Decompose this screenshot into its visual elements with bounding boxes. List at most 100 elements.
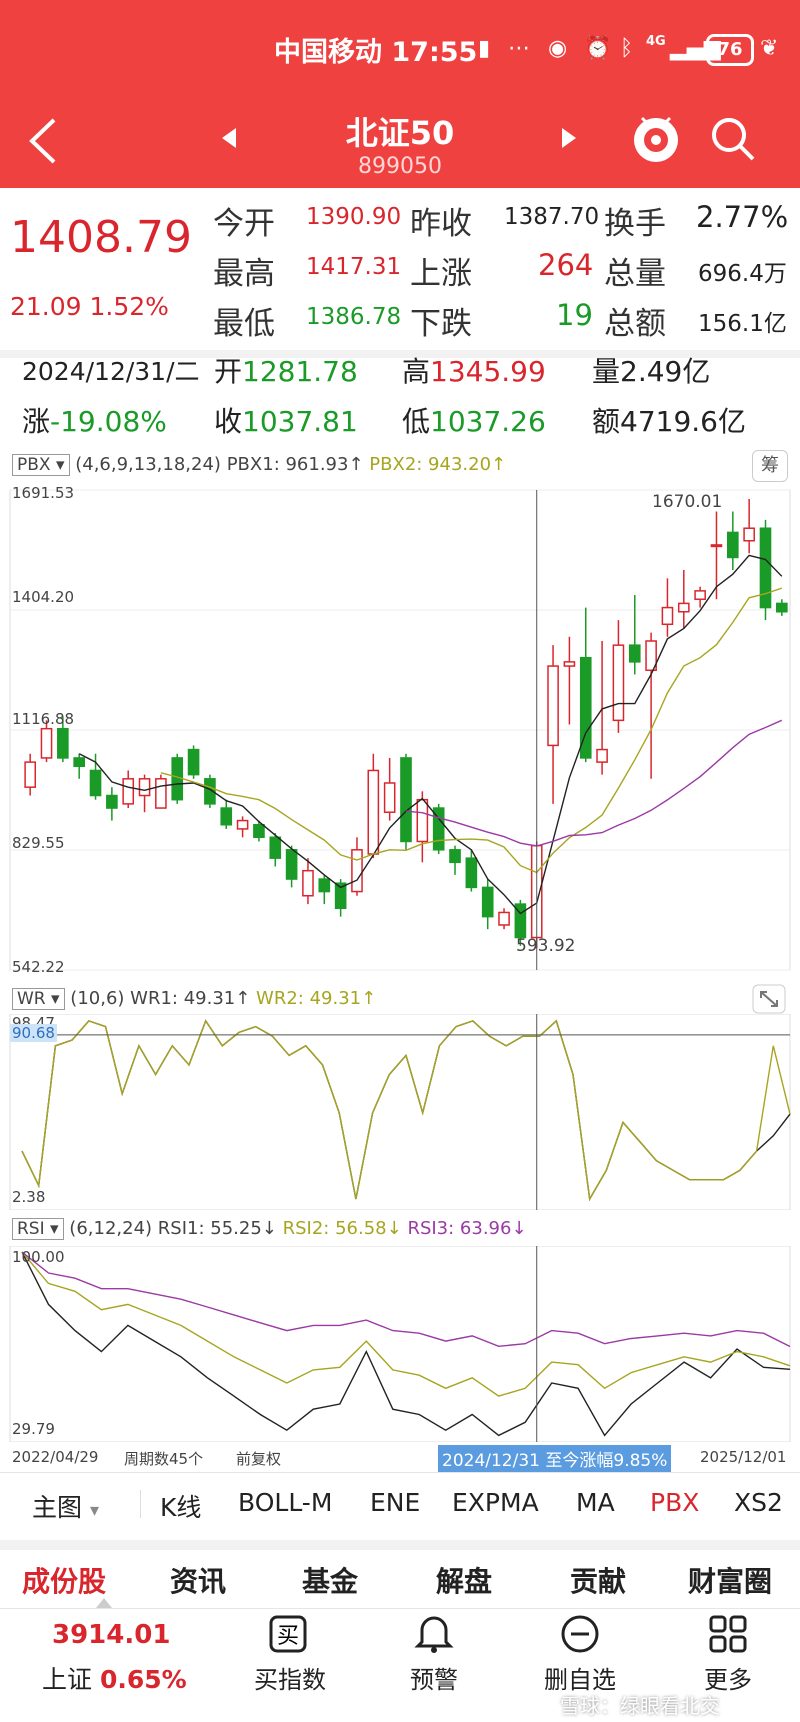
rsi-legend: RSI ▾ (6,12,24) RSI1: 55.25↓ RSI2: 56.58… xyxy=(12,1218,527,1240)
candle-up xyxy=(645,640,657,671)
wr2-legend: WR2: 49.31↑ xyxy=(256,988,377,1009)
expand-icon[interactable] xyxy=(752,984,786,1014)
range-change-note: 2024/12/31 至今涨幅9.85% xyxy=(438,1445,672,1472)
remove-watchlist-button[interactable]: 删自选 xyxy=(544,1666,616,1694)
stock-code: 899050 xyxy=(358,154,442,179)
tab-boll-m[interactable]: BOLL-M xyxy=(238,1488,333,1517)
candle-up xyxy=(24,761,36,788)
more-button[interactable]: 更多 xyxy=(704,1666,752,1694)
period-close-label: 收 xyxy=(214,405,243,438)
tab-news[interactable]: 资讯 xyxy=(170,1565,227,1598)
tab-analysis[interactable]: 解盘 xyxy=(436,1565,493,1598)
candle-down xyxy=(514,903,527,939)
tab-funds[interactable]: 基金 xyxy=(302,1565,359,1598)
y-label-1: 1691.53 xyxy=(12,484,75,502)
candle-up xyxy=(367,769,380,855)
chevron-down-icon: ▾ xyxy=(89,1500,100,1521)
low-value: 1386.78 xyxy=(306,304,402,330)
candle-up xyxy=(416,798,429,843)
wr-y-bottom: 2.38 xyxy=(12,1188,46,1206)
tab-xs2[interactable]: XS2 xyxy=(734,1488,783,1517)
candle-up xyxy=(138,778,151,797)
period-close: 收1037.81 xyxy=(214,400,358,440)
book-icon: ▮ xyxy=(478,36,491,61)
tab-pbx[interactable]: PBX xyxy=(650,1488,700,1517)
eye-icon: ◉ xyxy=(548,36,568,61)
tab-indicator-icon xyxy=(96,1598,112,1608)
candlestick-chart[interactable] xyxy=(0,480,800,980)
divider xyxy=(0,1608,800,1609)
candle-up xyxy=(612,644,625,722)
high-value: 1417.31 xyxy=(306,254,402,280)
sse-index-change: 0.65% xyxy=(99,1665,187,1694)
period-date: 2024/12/31/二 xyxy=(22,357,200,386)
rsi1-line xyxy=(21,1251,791,1437)
wr2-line xyxy=(21,1019,791,1202)
wr-cursor-value: 90.68 xyxy=(10,1024,57,1042)
amount-value: 156.1亿 xyxy=(698,311,787,337)
candle-down xyxy=(334,882,347,910)
period-low-label: 低 xyxy=(402,405,431,438)
wr-indicator-select[interactable]: WR ▾ xyxy=(12,988,65,1010)
bluetooth-icon: ᛒ xyxy=(620,36,634,61)
period-count: 周期数45个 xyxy=(124,1450,204,1468)
period-low: 低1037.26 xyxy=(402,400,546,440)
prev-stock-icon[interactable] xyxy=(220,126,238,150)
next-stock-icon[interactable] xyxy=(560,126,578,150)
main-params: (4,6,9,13,18,24) xyxy=(75,454,221,475)
x-end-date: 2025/12/01 xyxy=(700,1448,787,1466)
pbx-line xyxy=(405,719,783,847)
tab-contribution[interactable]: 贡献 xyxy=(570,1565,627,1598)
candle-up xyxy=(40,727,53,759)
tab-constituents[interactable]: 成份股 xyxy=(22,1565,107,1598)
rsi-indicator-value: RSI xyxy=(17,1219,45,1239)
candle-up xyxy=(677,602,690,613)
sse-index[interactable]: 上证 0.65% xyxy=(42,1660,187,1696)
remove-watchlist-icon[interactable] xyxy=(560,1614,600,1654)
main-chart-legend: PBX ▾ (4,6,9,13,18,24) PBX1: 961.93↑ PBX… xyxy=(12,454,506,476)
candle-up xyxy=(498,911,510,926)
volume-value: 696.4万 xyxy=(698,261,787,287)
chip-distribution-button[interactable]: 筹 xyxy=(752,450,788,482)
advancers-value: 264 xyxy=(538,248,594,282)
robot-assistant-icon[interactable] xyxy=(628,110,684,166)
alert-button[interactable]: 预警 xyxy=(410,1666,458,1694)
candle-up xyxy=(155,778,167,809)
tab-ma[interactable]: MA xyxy=(576,1488,615,1517)
buy-icon[interactable]: 买 xyxy=(268,1614,308,1654)
period-amount-value: 4719.6亿 xyxy=(620,405,746,438)
sse-index-value[interactable]: 3914.01 xyxy=(52,1620,171,1650)
back-icon[interactable] xyxy=(26,116,60,166)
battery-icon: 76 xyxy=(706,34,754,66)
rsi-y-top: 100.00 xyxy=(12,1248,65,1266)
grid-more-icon[interactable] xyxy=(708,1614,748,1654)
candle-down xyxy=(285,849,298,880)
pbx-line xyxy=(78,554,783,915)
wr1-legend: WR1: 49.31↑ xyxy=(130,988,251,1009)
tab-ene[interactable]: ENE xyxy=(370,1488,421,1517)
rsi-indicator-select[interactable]: RSI ▾ xyxy=(12,1218,64,1240)
y-label-5: 542.22 xyxy=(12,958,65,976)
period-volume: 量2.49亿 xyxy=(592,350,710,390)
candle-down xyxy=(187,748,200,776)
rsi-chart[interactable] xyxy=(0,1246,800,1442)
buy-index-button[interactable]: 买指数 xyxy=(254,1666,326,1694)
status-bar: 中国移动 17:55 ▮ ⋯ ◉ ⏰ ᛒ 4G ▂▄▆ 76 ❦ xyxy=(0,0,800,100)
search-icon[interactable] xyxy=(708,114,758,164)
decliners-label: 下跌 xyxy=(410,306,472,342)
period-open-label: 开 xyxy=(214,355,243,388)
wr-chart[interactable] xyxy=(0,1014,800,1210)
main-indicator-select[interactable]: PBX ▾ xyxy=(12,454,70,476)
tab-expma[interactable]: EXPMA xyxy=(452,1488,539,1517)
pbx1-legend: PBX1: 961.93↑ xyxy=(226,454,364,475)
buy-icon-char: 买 xyxy=(277,1624,299,1649)
candle-up xyxy=(694,590,706,600)
tab-wealth-circle[interactable]: 财富圈 xyxy=(688,1565,773,1598)
wr-legend: WR ▾ (10,6) WR1: 49.31↑ WR2: 49.31↑ xyxy=(12,988,376,1010)
tab-kline[interactable]: K线 xyxy=(160,1493,202,1522)
wr-params: (10,6) xyxy=(70,988,125,1009)
tab-main-chart[interactable]: 主图 ▾ xyxy=(32,1488,99,1524)
high-label: 最高 xyxy=(213,256,275,292)
page-title: 北证50 xyxy=(345,114,455,152)
bell-icon[interactable] xyxy=(414,1612,454,1654)
